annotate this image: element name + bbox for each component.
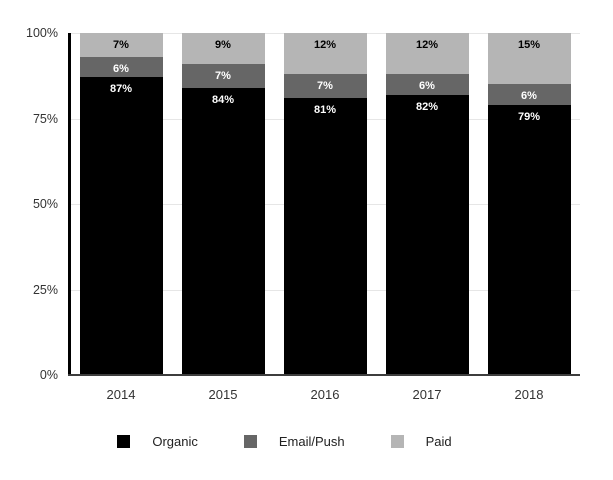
bar-2018-organic-segment[interactable]: 79%: [487, 104, 571, 375]
legend: Organic Email/Push Paid: [0, 434, 591, 449]
legend-label: Organic: [152, 434, 198, 449]
bar-2017-email-push-segment[interactable]: 6%: [385, 74, 469, 95]
bar-value-label: 82%: [415, 100, 439, 113]
legend-item-email-push: Email/Push: [243, 434, 345, 449]
bar-2015-email-push-segment[interactable]: 7%: [181, 63, 265, 88]
bar-2015-paid-segment[interactable]: 9%: [181, 33, 265, 64]
bar-2018-email-push-segment[interactable]: 6%: [487, 84, 571, 105]
legend-item-paid: Paid: [390, 434, 452, 449]
x-axis-label-2017: 2017: [412, 387, 442, 402]
bar-value-label: 7%: [113, 39, 129, 51]
x-axis-label-2018: 2018: [514, 387, 544, 402]
bar-2014-paid-segment[interactable]: 7%: [79, 33, 163, 57]
bar-2014-email-push-segment[interactable]: 6%: [79, 56, 163, 78]
y-axis-label-75: 75%: [32, 111, 58, 126]
bar-value-label: 7%: [215, 69, 231, 82]
bar-2017-organic-segment[interactable]: 82%: [385, 94, 469, 375]
y-axis-line: [68, 33, 71, 376]
x-axis-line: [68, 374, 580, 376]
y-axis-label-0: 0%: [39, 368, 58, 382]
bar-value-label: 12%: [415, 39, 439, 51]
y-axis-label-100: 100%: [26, 26, 58, 40]
legend-label: Email/Push: [278, 434, 345, 449]
bar-value-label: 84%: [211, 93, 235, 106]
bar-value-label: 6%: [521, 90, 537, 103]
x-axis-label-2014: 2014: [106, 387, 136, 402]
bar-value-label: 9%: [215, 39, 231, 51]
bar-value-label: 87%: [109, 83, 133, 96]
bar-2017-paid-segment[interactable]: 12%: [385, 33, 469, 75]
bar-value-label: 12%: [313, 39, 337, 51]
x-axis-label-2015: 2015: [208, 387, 238, 402]
x-axis-label-2016: 2016: [310, 387, 340, 402]
bar-2016-paid-segment[interactable]: 12%: [283, 33, 367, 75]
bar-value-label: 79%: [517, 110, 541, 123]
legend-label: Paid: [425, 434, 452, 449]
bar-value-label: 6%: [419, 80, 435, 93]
legend-swatch-email-push: [243, 435, 257, 448]
bar-value-label: 6%: [113, 62, 129, 75]
y-axis-label-25: 25%: [32, 282, 58, 297]
legend-item-organic: Organic: [117, 434, 198, 449]
bar-2015-organic-segment[interactable]: 84%: [181, 87, 265, 375]
bar-2014-organic-segment[interactable]: 87%: [79, 77, 163, 375]
bar-2016-organic-segment[interactable]: 81%: [283, 97, 367, 375]
bar-value-label: 81%: [313, 103, 337, 116]
bar-value-label: 7%: [317, 80, 333, 93]
legend-swatch-paid: [390, 435, 404, 448]
bar-value-label: 15%: [517, 39, 541, 51]
bar-2018-paid-segment[interactable]: 15%: [487, 33, 571, 85]
legend-swatch-organic: [117, 435, 131, 448]
y-axis-label-50: 50%: [32, 197, 58, 211]
bar-2016-email-push-segment[interactable]: 7%: [283, 74, 367, 98]
